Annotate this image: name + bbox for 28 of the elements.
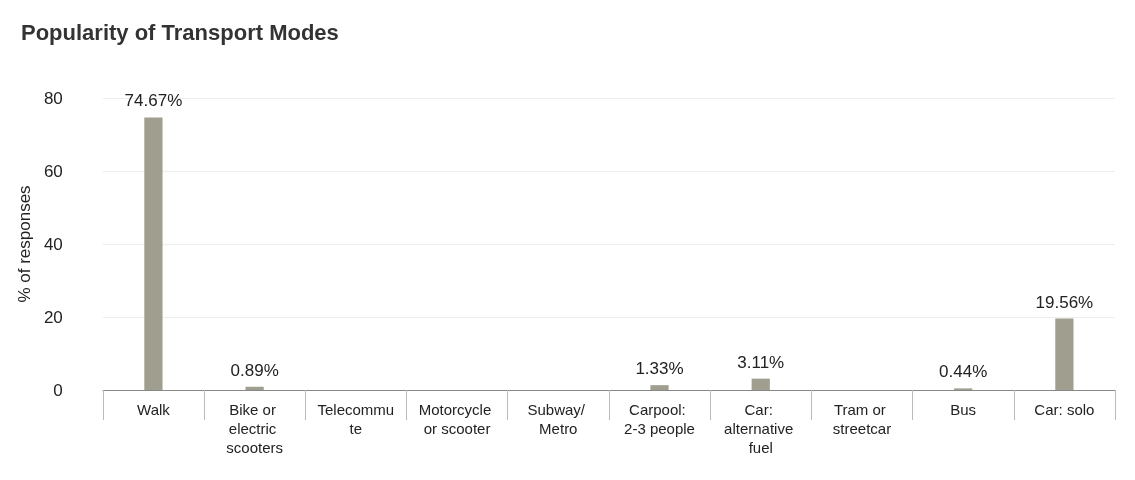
bar	[751, 378, 770, 390]
chart-title: Popularity of Transport Modes	[21, 19, 339, 45]
y-axis-title: % of responses	[15, 185, 34, 303]
x-tick-label: Motorcycle or scooter	[418, 401, 496, 437]
x-tick-label: Bike or electric scooters	[226, 401, 283, 456]
data-label: 0.44%	[939, 362, 988, 382]
x-tick-label: Walk	[137, 401, 171, 418]
x-tick-label: Car: alternative fuel	[724, 401, 798, 456]
y-tick-label: 40	[43, 234, 63, 254]
data-label: 74.67%	[124, 91, 183, 111]
x-tick-label: Carpool: 2-3 people	[624, 401, 695, 437]
x-tick-label: Subway/ Metro	[527, 401, 590, 437]
bar	[245, 386, 264, 390]
bar	[1055, 318, 1074, 390]
bar	[144, 117, 163, 390]
x-tick-label: Bus	[950, 401, 977, 418]
x-tick-label: Tram or streetcar	[832, 401, 892, 437]
bar	[650, 385, 669, 390]
y-tick-label: 0	[53, 380, 63, 400]
y-tick-label: 20	[43, 307, 63, 327]
data-label: 19.56%	[1035, 292, 1094, 312]
x-tick-label: Telecommute	[317, 401, 395, 437]
data-label: 0.89%	[230, 360, 279, 380]
y-tick-label: 80	[43, 88, 63, 108]
data-label: 1.33%	[635, 359, 684, 379]
y-tick-label: 60	[43, 161, 63, 181]
data-label: 3.11%	[737, 352, 785, 372]
x-tick-label: Car: solo	[1034, 401, 1095, 418]
